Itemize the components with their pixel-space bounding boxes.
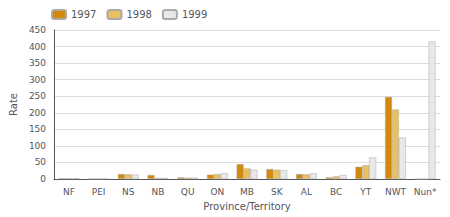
svg-text:150: 150 <box>29 124 46 134</box>
svg-text:MB: MB <box>240 187 254 197</box>
svg-text:NB: NB <box>152 187 165 197</box>
svg-text:0: 0 <box>40 174 46 184</box>
svg-text:AL: AL <box>301 187 312 197</box>
svg-text:200: 200 <box>29 108 46 118</box>
svg-text:BC: BC <box>330 187 342 197</box>
svg-text:YT: YT <box>359 187 371 197</box>
svg-text:Province/Territory: Province/Territory <box>203 201 290 212</box>
svg-text:300: 300 <box>29 75 46 85</box>
svg-text:QU: QU <box>181 187 195 197</box>
svg-text:SK: SK <box>271 187 284 197</box>
svg-text:1998: 1998 <box>126 9 151 20</box>
svg-text:Rate: Rate <box>8 93 19 116</box>
svg-text:NWT: NWT <box>385 187 407 197</box>
svg-text:250: 250 <box>29 91 46 101</box>
svg-text:1999: 1999 <box>182 9 207 20</box>
svg-text:PEI: PEI <box>92 187 106 197</box>
svg-text:100: 100 <box>29 141 46 151</box>
svg-text:NF: NF <box>63 187 75 197</box>
svg-text:ON: ON <box>210 187 224 197</box>
svg-text:Nun*: Nun* <box>414 187 437 197</box>
svg-text:50: 50 <box>35 157 47 167</box>
svg-text:1997: 1997 <box>71 9 96 20</box>
svg-text:350: 350 <box>29 58 46 68</box>
svg-text:450: 450 <box>29 25 46 35</box>
svg-text:NS: NS <box>122 187 135 197</box>
svg-text:400: 400 <box>29 42 46 52</box>
